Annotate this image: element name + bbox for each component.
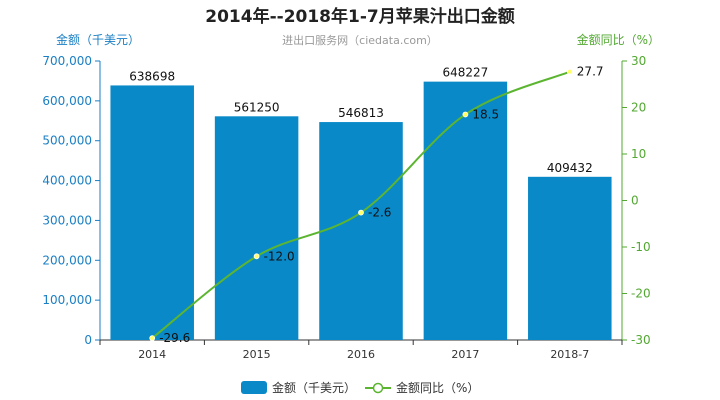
y2-tick-label: 30 — [631, 54, 646, 68]
y2-tick-label: -30 — [631, 333, 651, 347]
x-tick-label: 2015 — [243, 348, 271, 361]
line-value-label: -2.6 — [368, 206, 391, 220]
chart-title: 2014年--2018年1-7月苹果汁出口金额 — [205, 6, 514, 27]
legend-bar-swatch — [241, 381, 267, 394]
bar-value-label: 409432 — [547, 161, 593, 175]
x-tick-label: 2018-7 — [550, 348, 589, 361]
y2-tick-label: 20 — [631, 101, 646, 115]
y2-axis-title: 金额同比（%） — [577, 32, 660, 47]
x-tick-label: 2016 — [347, 348, 375, 361]
y-tick-label: 300,000 — [42, 213, 92, 227]
legend-line-label: 金额同比（%） — [396, 380, 479, 395]
y-tick-label: 600,000 — [42, 94, 92, 108]
bar[interactable] — [110, 85, 194, 340]
x-tick-label: 2017 — [451, 348, 479, 361]
y-tick-label: 0 — [84, 333, 92, 347]
x-tick-label: 2014 — [138, 348, 166, 361]
line-value-label: 27.7 — [577, 65, 604, 79]
line-point[interactable] — [358, 209, 364, 216]
bar[interactable] — [528, 176, 612, 340]
bar[interactable] — [423, 81, 508, 340]
bars: 638698 561250 546813 648227 409432 — [110, 66, 612, 340]
line-value-label: -12.0 — [264, 249, 295, 263]
line-point[interactable] — [462, 111, 469, 118]
y2-tick-label: 10 — [631, 147, 646, 161]
axes: 0 100,000 200,000 300,000 400,000 500,000 600,… — [42, 54, 650, 361]
line-point[interactable] — [566, 68, 573, 75]
legend-line-marker — [372, 382, 384, 394]
chart-subtitle: 进出口服务网（ciedata.com） — [282, 33, 438, 47]
bar-value-label: 561250 — [234, 100, 280, 114]
y-tick-label: 200,000 — [42, 253, 92, 267]
y-axis-title: 金额（千美元） — [56, 32, 140, 47]
y2-tick-label: -20 — [631, 287, 651, 301]
y-tick-label: 100,000 — [42, 293, 92, 307]
line-point[interactable] — [149, 335, 156, 342]
y-tick-label: 700,000 — [42, 54, 92, 68]
bar[interactable] — [319, 122, 403, 340]
y-tick-label: 500,000 — [42, 134, 92, 148]
bar-value-label: 638698 — [129, 69, 175, 83]
bar-value-label: 648227 — [442, 66, 488, 80]
line-point[interactable] — [253, 253, 260, 260]
legend[interactable]: 金额（千美元） 金额同比（%） — [241, 380, 479, 395]
line-value-label: 18.5 — [472, 107, 499, 121]
line-series: -29.6 -12.0 -2.6 18.5 27.7 — [149, 65, 604, 345]
legend-bar-label: 金额（千美元） — [272, 380, 356, 395]
y2-tick-label: -10 — [631, 240, 651, 254]
bar[interactable] — [214, 116, 299, 340]
line-value-label: -29.6 — [159, 331, 190, 345]
y-tick-label: 400,000 — [42, 174, 92, 188]
bar-value-label: 546813 — [338, 106, 384, 120]
y2-tick-label: 0 — [631, 194, 639, 208]
